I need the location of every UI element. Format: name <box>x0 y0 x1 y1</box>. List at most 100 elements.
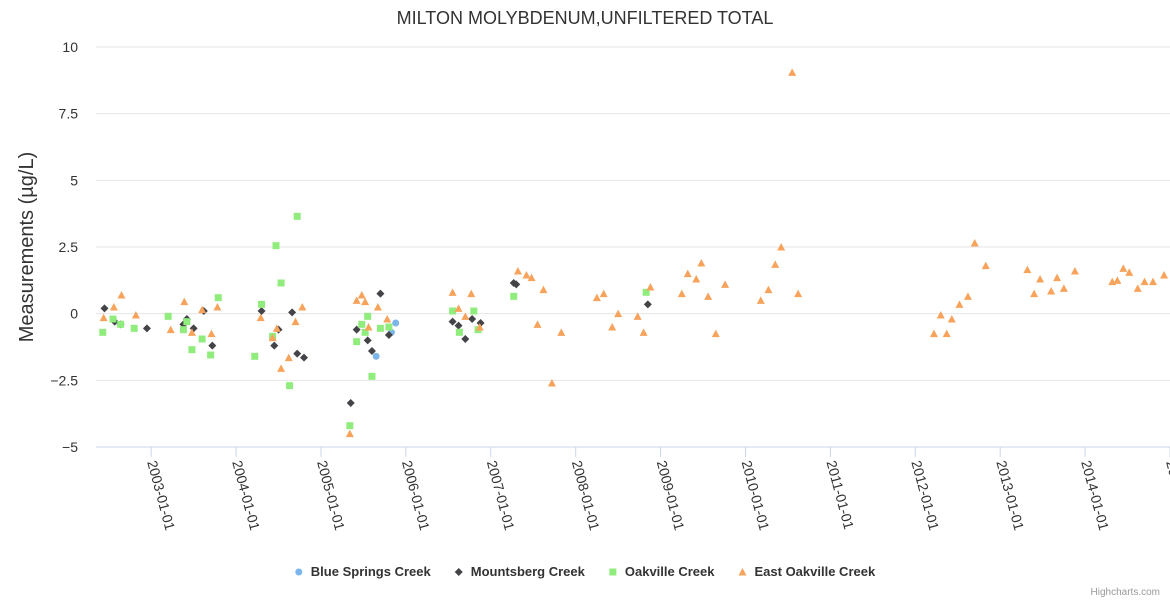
data-point-east-oakville-creek[interactable] <box>788 68 797 76</box>
data-point-east-oakville-creek[interactable] <box>284 353 293 362</box>
data-point-east-oakville-creek[interactable] <box>357 291 366 299</box>
data-point-east-oakville-creek[interactable] <box>547 379 556 387</box>
data-point-east-oakville-creek[interactable] <box>467 289 476 298</box>
data-point-east-oakville-creek[interactable] <box>639 328 648 336</box>
data-point-east-oakville-creek[interactable] <box>711 329 720 338</box>
data-point-oakville-creek[interactable] <box>258 300 266 308</box>
data-point-oakville-creek[interactable] <box>455 328 463 336</box>
data-point-east-oakville-creek[interactable] <box>187 328 196 336</box>
data-point-east-oakville-creek[interactable] <box>963 292 972 300</box>
data-point-east-oakville-creek[interactable] <box>704 292 713 300</box>
data-point-oakville-creek[interactable] <box>109 315 117 323</box>
data-point-blue-springs-creek[interactable] <box>372 352 380 360</box>
data-point-oakville-creek[interactable] <box>385 323 393 331</box>
legend-item-blue-springs-creek[interactable]: Blue Springs Creek <box>295 564 431 579</box>
legend-item-east-oakville-creek[interactable]: East Oakville Creek <box>738 564 876 579</box>
data-point-east-oakville-creek[interactable] <box>364 323 373 331</box>
data-point-mountsberg-creek[interactable] <box>288 308 297 317</box>
data-point-east-oakville-creek[interactable] <box>475 323 484 331</box>
data-point-east-oakville-creek[interactable] <box>929 329 938 338</box>
data-point-east-oakville-creek[interactable] <box>1047 287 1056 295</box>
data-point-east-oakville-creek[interactable] <box>1059 284 1068 292</box>
data-point-east-oakville-creek[interactable] <box>361 297 370 306</box>
data-point-oakville-creek[interactable] <box>99 328 107 336</box>
data-point-oakville-creek[interactable] <box>470 307 478 315</box>
data-point-oakville-creek[interactable] <box>179 326 187 334</box>
data-point-oakville-creek[interactable] <box>368 372 376 380</box>
data-point-east-oakville-creek[interactable] <box>533 320 542 328</box>
data-point-east-oakville-creek[interactable] <box>794 289 803 298</box>
data-point-oakville-creek[interactable] <box>449 307 457 315</box>
data-point-east-oakville-creek[interactable] <box>1160 271 1169 279</box>
data-point-oakville-creek[interactable] <box>642 288 650 296</box>
data-point-oakville-creek[interactable] <box>183 318 191 326</box>
data-point-oakville-creek[interactable] <box>510 292 518 300</box>
data-point-mountsberg-creek[interactable] <box>208 341 217 350</box>
data-point-mountsberg-creek[interactable] <box>100 304 109 313</box>
data-point-oakville-creek[interactable] <box>361 328 369 336</box>
data-point-east-oakville-creek[interactable] <box>1140 277 1149 286</box>
data-point-oakville-creek[interactable] <box>293 212 301 220</box>
data-point-blue-springs-creek[interactable] <box>392 319 400 327</box>
data-point-east-oakville-creek[interactable] <box>1030 289 1039 298</box>
data-point-mountsberg-creek[interactable] <box>300 353 309 362</box>
data-point-oakville-creek[interactable] <box>164 312 172 320</box>
data-point-oakville-creek[interactable] <box>353 338 361 346</box>
data-point-oakville-creek[interactable] <box>358 320 366 328</box>
data-point-east-oakville-creek[interactable] <box>383 315 392 323</box>
data-point-east-oakville-creek[interactable] <box>970 239 979 247</box>
data-point-east-oakville-creek[interactable] <box>614 309 623 318</box>
data-point-mountsberg-creek[interactable] <box>142 324 151 333</box>
data-point-east-oakville-creek[interactable] <box>764 285 773 294</box>
data-point-mountsberg-creek[interactable] <box>468 315 477 323</box>
data-point-mountsberg-creek[interactable] <box>346 399 355 407</box>
data-point-oakville-creek[interactable] <box>130 324 138 332</box>
data-point-east-oakville-creek[interactable] <box>131 311 140 319</box>
data-point-mountsberg-creek[interactable] <box>643 300 652 309</box>
credits-link[interactable]: Highcharts.com <box>1091 587 1160 598</box>
data-point-east-oakville-creek[interactable] <box>646 283 655 291</box>
data-point-mountsberg-creek[interactable] <box>454 321 463 330</box>
data-point-east-oakville-creek[interactable] <box>981 261 990 270</box>
data-point-east-oakville-creek[interactable] <box>777 243 786 251</box>
data-point-oakville-creek[interactable] <box>198 335 206 343</box>
data-point-mountsberg-creek[interactable] <box>384 331 393 339</box>
data-point-oakville-creek[interactable] <box>117 320 125 328</box>
data-point-east-oakville-creek[interactable] <box>599 289 608 298</box>
data-point-mountsberg-creek[interactable] <box>293 349 302 358</box>
data-point-mountsberg-creek[interactable] <box>512 280 521 289</box>
data-point-east-oakville-creek[interactable] <box>527 273 536 282</box>
data-point-east-oakville-creek[interactable] <box>1070 267 1079 275</box>
data-point-mountsberg-creek[interactable] <box>376 289 385 298</box>
data-point-east-oakville-creek[interactable] <box>213 303 222 311</box>
data-point-east-oakville-creek[interactable] <box>109 303 118 311</box>
data-point-east-oakville-creek[interactable] <box>277 364 286 372</box>
data-point-mountsberg-creek[interactable] <box>461 335 470 343</box>
data-point-east-oakville-creek[interactable] <box>291 317 300 326</box>
data-point-east-oakville-creek[interactable] <box>1113 276 1122 284</box>
data-point-east-oakville-creek[interactable] <box>298 303 307 311</box>
data-point-east-oakville-creek[interactable] <box>256 313 265 322</box>
data-point-east-oakville-creek[interactable] <box>1023 265 1032 274</box>
data-point-east-oakville-creek[interactable] <box>771 260 780 268</box>
data-point-mountsberg-creek[interactable] <box>367 347 376 355</box>
legend-item-oakville-creek[interactable]: Oakville Creek <box>609 564 715 579</box>
data-point-oakville-creek[interactable] <box>214 294 222 302</box>
data-point-east-oakville-creek[interactable] <box>592 293 601 302</box>
data-point-east-oakville-creek[interactable] <box>352 296 361 304</box>
data-point-east-oakville-creek[interactable] <box>345 429 354 438</box>
data-point-oakville-creek[interactable] <box>272 242 280 250</box>
data-point-east-oakville-creek[interactable] <box>1133 284 1142 292</box>
data-point-oakville-creek[interactable] <box>207 351 215 359</box>
data-point-east-oakville-creek[interactable] <box>1036 275 1045 283</box>
data-point-east-oakville-creek[interactable] <box>955 300 964 308</box>
data-point-east-oakville-creek[interactable] <box>522 271 531 279</box>
data-point-oakville-creek[interactable] <box>251 352 259 360</box>
data-point-east-oakville-creek[interactable] <box>1149 277 1158 286</box>
data-point-east-oakville-creek[interactable] <box>936 311 945 319</box>
data-point-oakville-creek[interactable] <box>277 279 285 287</box>
data-point-east-oakville-creek[interactable] <box>557 328 566 336</box>
data-point-east-oakville-creek[interactable] <box>942 329 951 338</box>
data-point-oakville-creek[interactable] <box>346 422 354 430</box>
legend-item-mountsberg-creek[interactable]: Mountsberg Creek <box>454 564 586 579</box>
